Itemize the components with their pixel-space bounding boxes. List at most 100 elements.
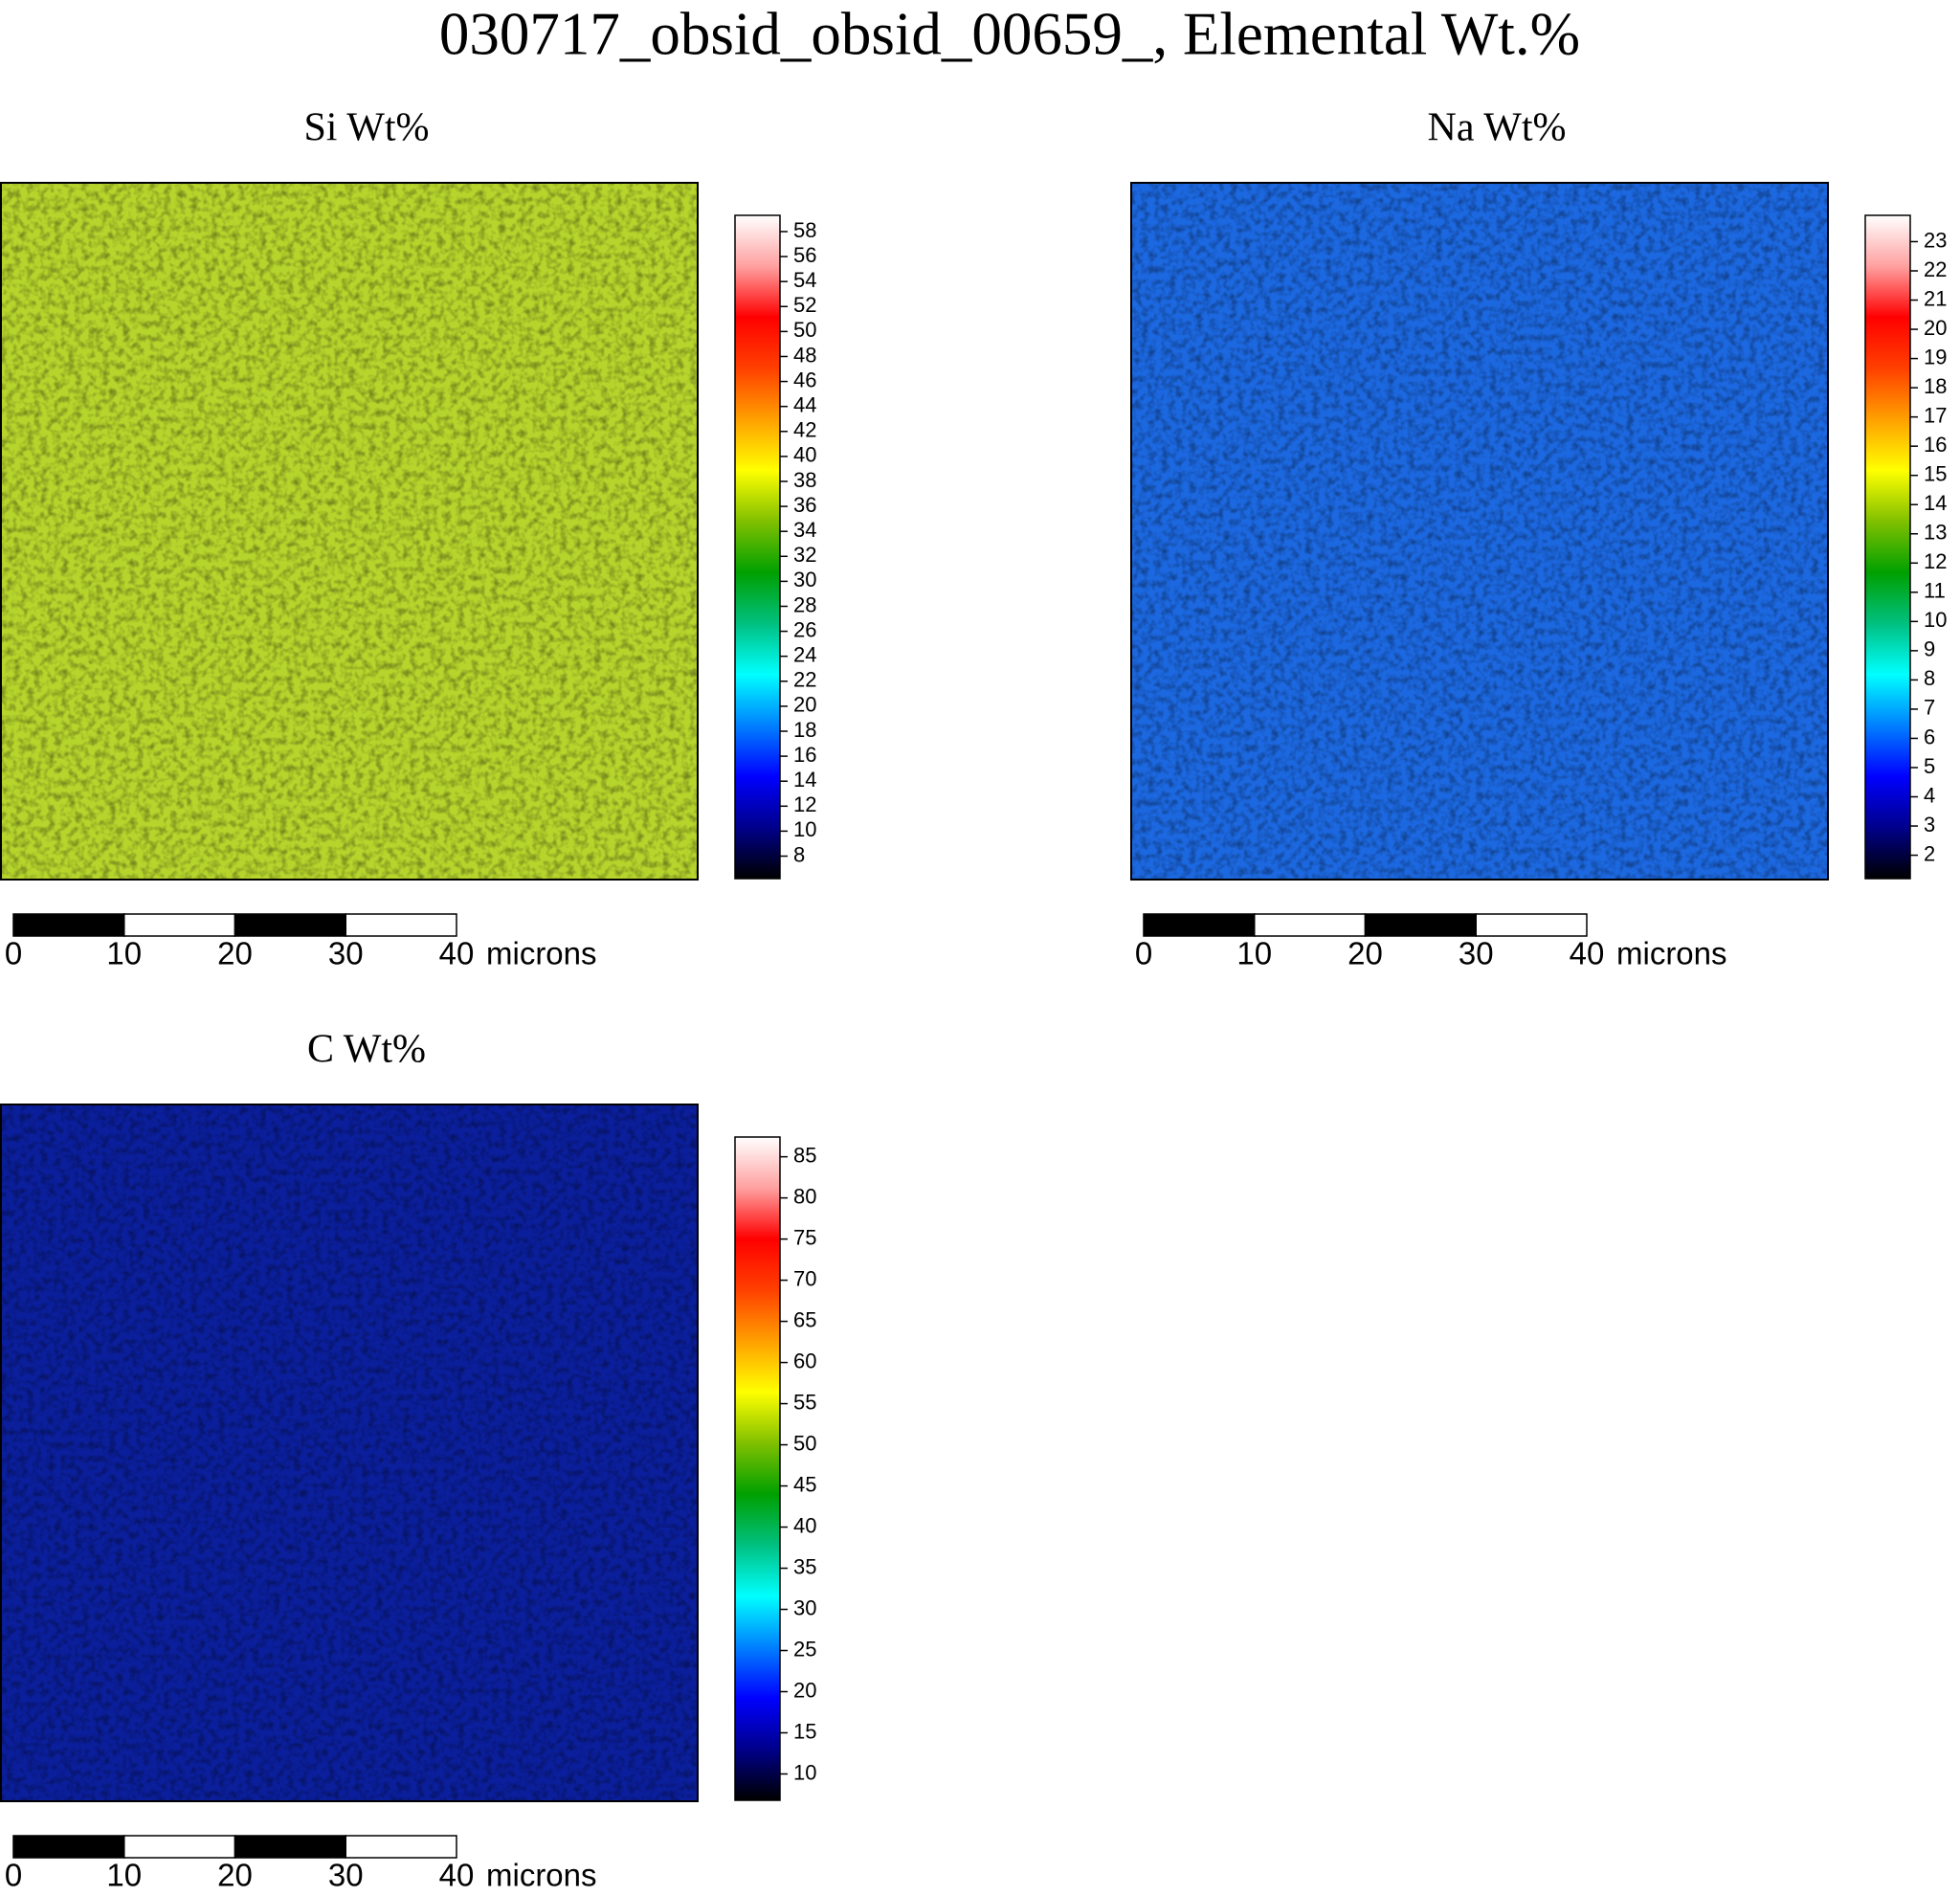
panel-title: Si Wt% <box>303 106 429 150</box>
scale-bar-segment <box>345 913 457 937</box>
colorbar-tick-label: 55 <box>793 1390 816 1414</box>
colorbar-tick-label: 65 <box>793 1307 816 1331</box>
colorbar-tick-label: 22 <box>1924 257 1947 281</box>
colorbar <box>734 214 781 880</box>
colorbar-tick-label: 50 <box>793 318 816 342</box>
scale-bar-label: 40 <box>1570 936 1605 971</box>
colorbar-tick-label: 2 <box>1924 841 1935 865</box>
colorbar-tick-label: 11 <box>1924 579 1946 603</box>
colorbar-tick-label: 5 <box>1924 754 1935 778</box>
scale-bar-label: 30 <box>328 936 364 971</box>
scale-bar-label: 30 <box>1459 936 1494 971</box>
colorbar-tick-label: 40 <box>793 443 816 467</box>
colorbar-tick-label: 24 <box>793 643 816 667</box>
figure-title: 030717_obsid_obsid_00659_, Elemental Wt.… <box>439 0 1580 67</box>
colorbar-tick-label: 85 <box>793 1143 816 1167</box>
colorbar-tick-label: 44 <box>793 392 816 416</box>
colorbar-tick-label: 18 <box>793 718 816 742</box>
scale-bar-label: 20 <box>217 936 253 971</box>
colorbar-tick-label: 25 <box>793 1637 816 1661</box>
scale-bar-label: 10 <box>106 1858 142 1893</box>
colorbar <box>1864 214 1911 880</box>
map-frame <box>0 182 699 881</box>
colorbar-tick-label: 20 <box>1924 316 1947 340</box>
colorbar-tick-label: 40 <box>793 1513 816 1537</box>
scale-bar-label: 30 <box>328 1858 364 1893</box>
scale-bar-unit: microns <box>486 1858 597 1893</box>
map-texture <box>1 1104 698 1801</box>
colorbar-tick-label: 16 <box>1924 433 1947 457</box>
scale-bar-label: 10 <box>1236 936 1272 971</box>
colorbar-tick-label: 4 <box>1924 783 1935 807</box>
colorbar-tick-label: 19 <box>1924 345 1947 368</box>
colorbar-tick-label: 56 <box>793 243 816 267</box>
colorbar-tick-label: 26 <box>793 617 816 641</box>
map-frame <box>0 1104 699 1802</box>
colorbar-tick-label: 42 <box>793 418 816 442</box>
colorbar-tick-label: 22 <box>793 668 816 692</box>
panel-title: Na Wt% <box>1427 106 1566 150</box>
colorbar-tick-label: 8 <box>1924 666 1935 690</box>
scale-bar-segment <box>123 1835 236 1859</box>
colorbar-tick-label: 36 <box>793 493 816 517</box>
map-frame <box>1130 182 1829 881</box>
colorbar-tick-label: 58 <box>793 218 816 242</box>
colorbar-tick-label: 30 <box>793 1595 816 1619</box>
map-texture <box>1131 183 1828 880</box>
scale-bar-segment <box>123 913 236 937</box>
colorbar-tick-label: 28 <box>793 592 816 616</box>
colorbar-tick-label: 80 <box>793 1184 816 1208</box>
colorbar-tick-label: 23 <box>1924 228 1947 252</box>
colorbar-tick-label: 9 <box>1924 637 1935 661</box>
scale-bar-unit: microns <box>486 936 597 971</box>
scale-bar-label: 40 <box>439 936 475 971</box>
colorbar-tick-label: 18 <box>1924 374 1947 398</box>
scale-bar-label: 0 <box>5 936 22 971</box>
scale-bar-label: 20 <box>217 1858 253 1893</box>
colorbar-tick-label: 6 <box>1924 725 1935 748</box>
scale-bar-label: 0 <box>5 1858 22 1893</box>
colorbar-tick-label: 54 <box>793 268 816 292</box>
colorbar-tick-label: 15 <box>1924 462 1947 486</box>
scale-bar-segment <box>1143 913 1256 937</box>
colorbar-tick-label: 10 <box>793 1760 816 1784</box>
colorbar-tick-label: 32 <box>793 543 816 567</box>
colorbar-tick-label: 75 <box>793 1225 816 1249</box>
colorbar-tick-label: 21 <box>1924 286 1947 310</box>
scale-bar-segment <box>1254 913 1367 937</box>
colorbar-tick-label: 10 <box>793 817 816 841</box>
colorbar-tick-label: 3 <box>1924 813 1935 836</box>
scale-bar-segment <box>345 1835 457 1859</box>
colorbar-tick-label: 52 <box>793 293 816 317</box>
colorbar-tick-label: 45 <box>793 1472 816 1496</box>
colorbar-tick-label: 10 <box>1924 608 1947 632</box>
colorbar-tick-label: 13 <box>1924 521 1947 545</box>
scale-bar-segment <box>234 1835 346 1859</box>
scale-bar-unit: microns <box>1616 936 1727 971</box>
colorbar-tick-label: 14 <box>1924 491 1947 515</box>
colorbar-tick-label: 38 <box>793 468 816 492</box>
scale-bar-label: 40 <box>439 1858 475 1893</box>
colorbar-tick-label: 7 <box>1924 696 1935 720</box>
colorbar-tick-label: 16 <box>793 743 816 767</box>
colorbar <box>734 1136 781 1801</box>
colorbar-tick-label: 70 <box>793 1266 816 1290</box>
colorbar-tick-label: 8 <box>793 842 805 866</box>
colorbar-tick-label: 14 <box>793 768 816 792</box>
scale-bar-segment <box>234 913 346 937</box>
scale-bar-segment <box>12 913 125 937</box>
colorbar-tick-label: 48 <box>793 343 816 367</box>
scale-bar-label: 0 <box>1135 936 1152 971</box>
scale-bar-segment <box>12 1835 125 1859</box>
scale-bar-label: 10 <box>106 936 142 971</box>
colorbar-tick-label: 20 <box>793 1678 816 1702</box>
map-texture <box>1 183 698 880</box>
scale-bar-label: 20 <box>1348 936 1383 971</box>
colorbar-tick-label: 15 <box>793 1719 816 1743</box>
panel-title: C Wt% <box>307 1028 426 1072</box>
colorbar-tick-label: 35 <box>793 1554 816 1578</box>
scale-bar-segment <box>1364 913 1477 937</box>
colorbar-tick-label: 20 <box>793 693 816 717</box>
colorbar-tick-label: 60 <box>793 1349 816 1372</box>
